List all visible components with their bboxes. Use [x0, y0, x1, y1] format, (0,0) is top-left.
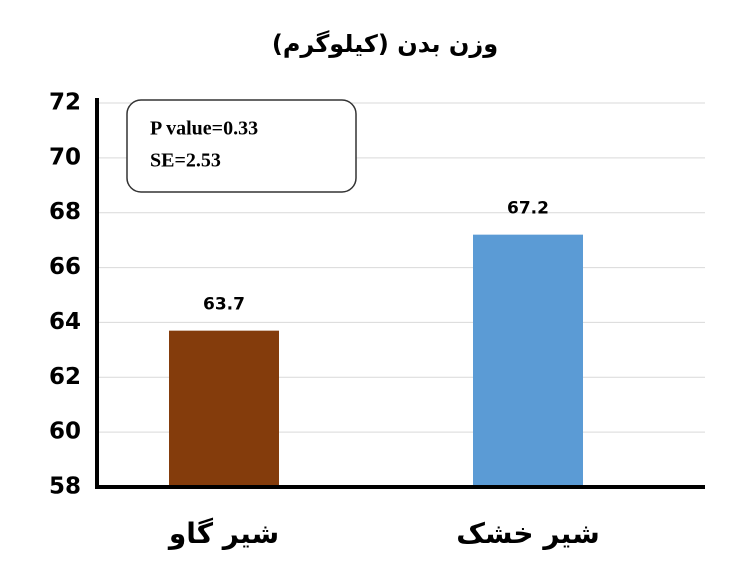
y-tick-label: 70: [49, 144, 81, 170]
data-label: 67.2: [507, 199, 549, 219]
y-tick-label: 60: [49, 419, 81, 445]
y-tick-label: 64: [49, 309, 81, 335]
data-label: 63.7: [203, 295, 245, 315]
bar: [473, 234, 583, 487]
y-tick-label: 66: [49, 254, 81, 280]
annotation: P value=0.33: [150, 118, 258, 140]
y-tick-label: 68: [49, 199, 81, 225]
x-tick-label: شیر خشک: [456, 517, 599, 550]
annotation-box: [126, 99, 357, 193]
bar: [169, 330, 279, 487]
y-tick-label: 72: [49, 90, 81, 116]
annotation: SE=2.53: [150, 150, 221, 172]
y-tick-label: 62: [49, 364, 81, 390]
y-tick-label: 58: [49, 474, 81, 500]
x-tick-label: شیر گاو: [167, 517, 279, 550]
chart-title: وزن بدن (کیلوگرم): [272, 30, 498, 58]
